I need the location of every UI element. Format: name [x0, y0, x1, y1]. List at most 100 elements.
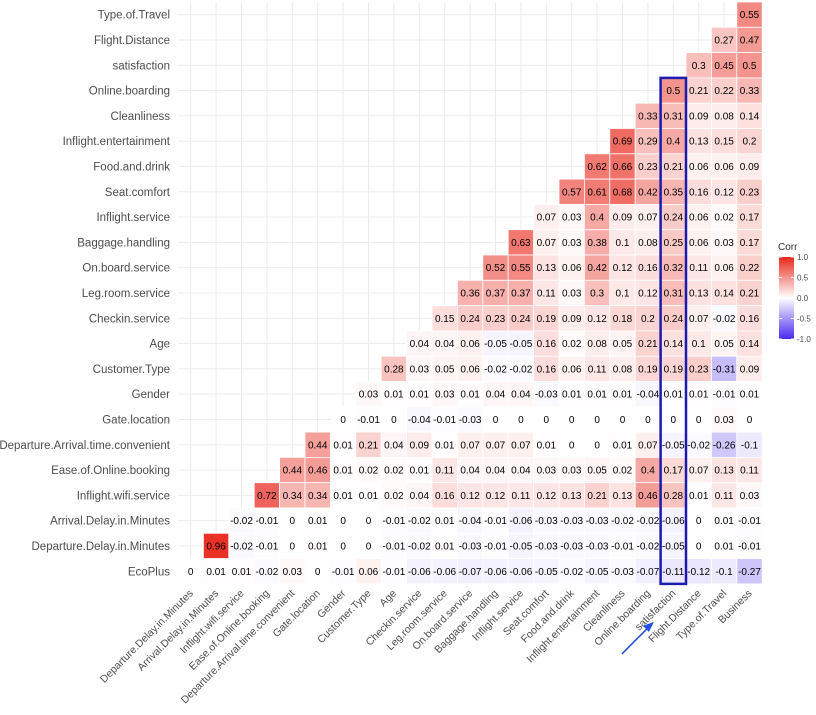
cell-value-label: 0.35	[664, 187, 684, 198]
cell-value-label: 0.01	[333, 466, 353, 477]
cell-value-label: 0.68	[613, 187, 633, 198]
row-label: Gate.location	[102, 414, 170, 426]
cell-value-label: 0.16	[435, 491, 455, 502]
cell-value-label: -0.03	[535, 390, 558, 401]
cell-value-label: -0.05	[510, 339, 533, 350]
heatmap-cell	[406, 558, 433, 585]
cell-value-label: 0.09	[740, 162, 760, 173]
cell-value-label: 0.42	[638, 187, 658, 198]
cell-value-label: 0.12	[638, 288, 658, 299]
cell-value-label: 0.03	[562, 213, 582, 224]
heatmap-cell	[253, 532, 280, 559]
cell-value-label: 0.01	[613, 440, 633, 451]
cell-value-label: -0.01	[738, 541, 761, 552]
heatmap-cell	[406, 482, 433, 509]
cell-value-label: 0	[696, 541, 702, 552]
cell-value-label: 0.12	[486, 491, 506, 502]
cell-value-label: 0.34	[308, 491, 328, 502]
heatmap-cell	[355, 558, 382, 585]
cell-value-label: 0.13	[613, 491, 633, 502]
cell-value-label: 0.62	[587, 162, 607, 173]
cell-value-label: 0	[696, 516, 702, 527]
cell-value-label: 0.03	[714, 238, 734, 249]
cell-value-label: 0.17	[664, 466, 684, 477]
cell-value-label: 0.36	[460, 288, 480, 299]
cell-value-label: 0.44	[308, 440, 328, 451]
heatmap-cell	[304, 431, 331, 458]
cell-value-label: 0.21	[740, 288, 760, 299]
cell-value-label: -0.06	[408, 567, 431, 578]
cell-value-label: -0.05	[510, 541, 533, 552]
heatmap-cell	[456, 558, 484, 585]
heatmap-cell	[456, 381, 484, 408]
cell-value-label: 0.28	[384, 364, 404, 375]
cell-value-label: -0.01	[332, 567, 355, 578]
heatmap-cell	[482, 558, 509, 585]
cell-value-label: 0	[290, 516, 296, 527]
cell-value-label: 0.01	[308, 541, 328, 552]
heatmap-cell	[431, 532, 458, 559]
cell-value-label: 0	[518, 415, 524, 426]
cell-value-label: 0.22	[714, 86, 734, 97]
heatmap-cell	[507, 305, 535, 332]
heatmap-cell	[660, 406, 687, 433]
heatmap-cell	[507, 482, 535, 509]
cell-value-label: -0.04	[637, 390, 660, 401]
cell-value-label: 0.01	[333, 440, 353, 451]
cell-value-label: 0.09	[689, 111, 709, 122]
cell-value-label: 0.52	[486, 263, 506, 274]
cell-value-label: 0.11	[537, 288, 556, 299]
cell-value-label: 0.01	[689, 390, 709, 401]
heatmap-cell	[736, 406, 763, 433]
cell-value-label: 0.16	[689, 187, 709, 198]
legend: Corr 1.0 0.5 0.0 -0.5 -1.0	[778, 242, 811, 344]
cell-value-label: 0.14	[664, 339, 684, 350]
cell-value-label: 0.06	[689, 238, 709, 249]
row-label: Online.boarding	[89, 86, 170, 98]
cell-value-label: 0.23	[486, 314, 506, 325]
column-label: Age	[377, 587, 399, 609]
legend-title: Corr	[778, 242, 798, 253]
heatmap-cell	[736, 431, 763, 458]
heatmap-cell	[609, 381, 636, 408]
cell-value-label: -0.07	[637, 567, 660, 578]
cell-value-label: -0.31	[713, 364, 736, 375]
cell-value-label: 0.23	[638, 162, 658, 173]
heatmap-cell	[228, 558, 255, 585]
cell-value-label: 0.1	[692, 339, 706, 350]
cell-value-label: 0.02	[613, 466, 633, 477]
cell-value-label: 0.21	[638, 339, 658, 350]
cell-value-label: 0.05	[714, 339, 734, 350]
heatmap-cell	[609, 406, 636, 433]
heatmap-cell	[711, 381, 738, 408]
heatmap-cell	[279, 558, 306, 585]
cell-value-label: 0.66	[613, 162, 633, 173]
cell-value-label: 0.11	[435, 466, 454, 477]
cell-value-label: 0.21	[664, 162, 684, 173]
cell-value-label: -0.27	[738, 567, 761, 578]
cell-value-label: 0.38	[587, 238, 607, 249]
row-label: Type.of.Travel	[98, 10, 170, 22]
heatmap-cell	[634, 128, 662, 155]
cell-value-label: -0.06	[510, 516, 533, 527]
cell-value-label: 0.03	[562, 238, 582, 249]
cell-value-label: 0.15	[435, 314, 455, 325]
heatmap-cell	[685, 507, 712, 534]
cell-value-label: 0	[493, 415, 499, 426]
heatmap-cell	[329, 558, 357, 585]
cell-value-label: 0.47	[740, 35, 760, 46]
heatmap-cell	[558, 279, 585, 306]
cell-value-label: 0.11	[512, 491, 531, 502]
heatmap-cell	[558, 355, 585, 382]
row-labels: Type.of.Travel Flight.Distance satisfactio…	[0, 10, 171, 579]
cell-value-label: 0.01	[435, 541, 455, 552]
heatmap-cell	[380, 381, 408, 408]
heatmap-cell	[482, 431, 509, 458]
cell-value-label: -0.06	[433, 567, 456, 578]
cell-value-label: -0.05	[662, 440, 685, 451]
cell-value-label: 0.19	[664, 364, 684, 375]
cell-value-label: 0.07	[689, 314, 709, 325]
cell-value-label: 0.25	[664, 238, 684, 249]
cell-value-label: 0.03	[537, 466, 557, 477]
heatmap-cell	[736, 229, 763, 256]
